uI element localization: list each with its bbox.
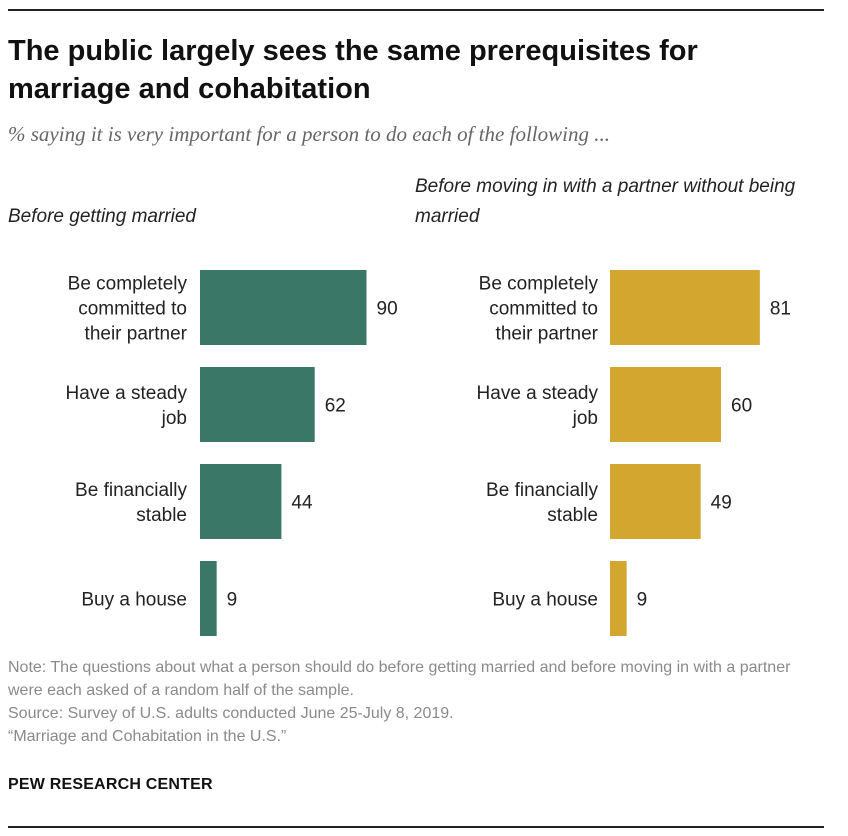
bar [200, 561, 217, 636]
bar-chart-cohabiting-svg: 81 Be completely committed to their partner… [477, 270, 791, 636]
bar [610, 270, 760, 345]
category-label: Have a steady job [66, 383, 188, 429]
footnotes: Note: The questions about what a person … [8, 656, 828, 748]
category-label-line: stable [547, 505, 598, 526]
data-label: 49 [711, 493, 732, 514]
bottom-rule [8, 826, 824, 828]
category-label-line: Buy a house [492, 590, 598, 611]
note-text: Note: The questions about what a person … [8, 659, 791, 699]
category-label-line: their partner [496, 324, 599, 345]
data-label: 90 [377, 299, 398, 320]
data-label: 9 [637, 590, 648, 611]
category-label-line: stable [136, 505, 187, 526]
report-title: “Marriage and Cohabitation in the U.S.” [8, 728, 287, 745]
category-label-line: Be completely [479, 274, 599, 295]
category-label-line: Have a steady [477, 383, 599, 404]
category-label: Be financially stable [75, 480, 187, 526]
bar [610, 464, 701, 539]
data-label: 62 [325, 396, 346, 417]
panel-title-cohabiting: Before moving in with a partner without … [415, 176, 796, 227]
category-label: Be completely committed to their partner [68, 274, 188, 345]
data-label: 44 [291, 493, 313, 514]
chart-title: The public largely sees the same prerequ… [8, 35, 698, 105]
top-rule [8, 9, 824, 11]
bar [200, 367, 315, 442]
bar-chart-married: 90 Be completely committed to their partner… [0, 260, 420, 650]
category-label-line: committed to [489, 299, 598, 320]
data-label: 60 [731, 396, 752, 417]
bar-chart-married-svg: 90 Be completely committed to their partner… [66, 270, 398, 636]
category-label-line: Buy a house [81, 590, 187, 611]
data-label: 81 [770, 299, 791, 320]
bar [610, 367, 721, 442]
panel-title-married: Before getting married [8, 206, 196, 227]
category-label-line: job [572, 408, 598, 429]
category-label-line: their partner [85, 324, 188, 345]
category-label-line: committed to [78, 299, 187, 320]
source-text: Source: Survey of U.S. adults conducted … [8, 705, 454, 722]
category-label: Be financially stable [486, 480, 598, 526]
category-label-line: Be financially [486, 480, 598, 501]
brand-logo-text: PEW RESEARCH CENTER [8, 776, 213, 793]
bar-chart-cohabiting: 81 Be completely committed to their partner… [408, 260, 828, 650]
bar [200, 270, 367, 345]
category-label-line: Be completely [68, 274, 188, 295]
data-label: 9 [227, 590, 238, 611]
category-label: Buy a house [492, 590, 598, 611]
bar [200, 464, 282, 539]
category-label-line: Have a steady [66, 383, 188, 404]
category-label: Be completely committed to their partner [479, 274, 599, 345]
category-label: Have a steady job [477, 383, 599, 429]
category-label: Buy a house [81, 590, 187, 611]
category-label-line: job [161, 408, 187, 429]
chart-subtitle: % saying it is very important for a pers… [8, 122, 610, 146]
bar [610, 561, 627, 636]
category-label-line: Be financially [75, 480, 187, 501]
